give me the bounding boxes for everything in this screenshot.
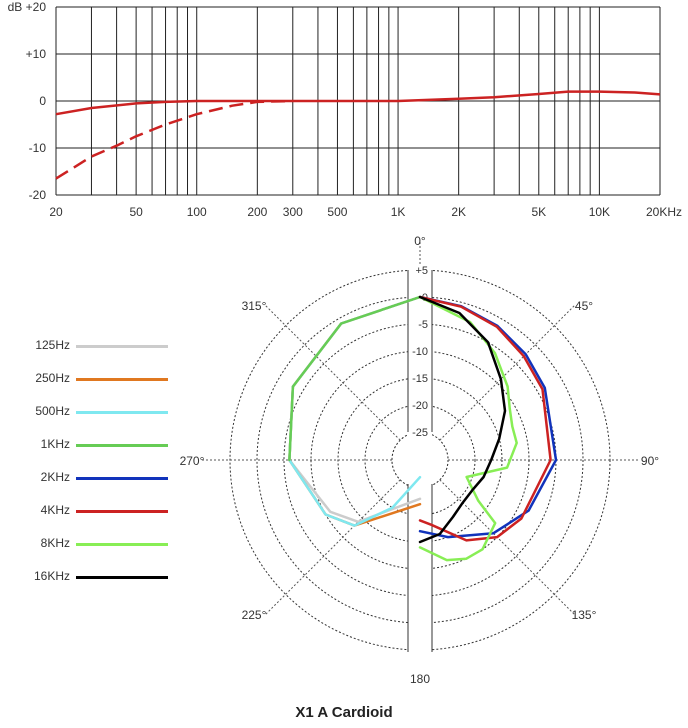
polar-curve-16KHz xyxy=(418,295,507,544)
y-tick-label: +10 xyxy=(26,47,47,61)
lower-scale-strip xyxy=(408,484,432,678)
radial-scale-strip xyxy=(408,266,432,436)
legend-label: 16KHz xyxy=(33,569,70,583)
legend-item: 8KHz xyxy=(0,534,180,554)
polar-ring xyxy=(364,404,476,516)
polar-spoke xyxy=(264,479,401,616)
legend-swatch xyxy=(76,378,168,381)
legend-swatch xyxy=(76,576,168,579)
angle-label: 270° xyxy=(180,454,205,468)
legend-item: 16KHz xyxy=(0,567,180,587)
x-tick-label: 100 xyxy=(187,205,207,219)
radial-tick-label: -10 xyxy=(412,346,428,358)
legend-swatch xyxy=(76,411,168,414)
legend-swatch xyxy=(76,444,168,447)
angle-label: 135° xyxy=(572,608,597,622)
legend-label: 1KHz xyxy=(40,437,70,451)
polar-ring xyxy=(256,296,584,624)
polar-curves xyxy=(288,295,558,562)
angle-label: 315° xyxy=(242,299,267,313)
legend-item: 250Hz xyxy=(0,369,180,389)
legend-item: 2KHz xyxy=(0,468,180,488)
radial-tick-label: -25 xyxy=(412,427,428,439)
response-line-dashed xyxy=(55,99,293,180)
legend-label: 2KHz xyxy=(40,470,70,484)
polar-spoke xyxy=(439,304,576,441)
x-tick-label: 5K xyxy=(531,205,546,219)
legend-label: 8KHz xyxy=(40,536,70,550)
chart-title: X1 A Cardioid xyxy=(295,704,393,721)
response-line-solid xyxy=(55,90,661,116)
radial-tick-label: -5 xyxy=(418,319,428,331)
x-tick-label: 300 xyxy=(283,205,303,219)
polar-spoke xyxy=(264,304,401,441)
y-tick-label: 0 xyxy=(39,94,46,108)
polar-spoke xyxy=(439,479,576,616)
x-tick-label: 500 xyxy=(327,205,347,219)
angle-label: 0° xyxy=(414,234,426,248)
radial-tick-label: +5 xyxy=(415,265,428,277)
legend-label: 4KHz xyxy=(40,503,70,517)
legend-swatch xyxy=(76,345,168,348)
radial-tick-label: -15 xyxy=(412,373,428,385)
x-tick-label: 20 xyxy=(49,205,63,219)
legend-item: 4KHz xyxy=(0,501,180,521)
legend-label: 250Hz xyxy=(35,371,70,385)
x-tick-label: 200 xyxy=(247,205,267,219)
y-tick-label: -10 xyxy=(29,141,47,155)
y-tick-label: dB +20 xyxy=(8,0,47,14)
x-tick-label: 10K xyxy=(589,205,610,219)
polar-curve-8KHz xyxy=(418,295,518,562)
legend-item: 500Hz xyxy=(0,402,180,422)
polar-curve-500Hz xyxy=(288,295,422,527)
legend-item: 125Hz xyxy=(0,336,180,356)
x-tick-label: 20KHz xyxy=(646,205,682,219)
angle-label: 180 xyxy=(410,672,430,686)
y-tick-label: -20 xyxy=(29,188,47,202)
polar-pattern-chart: +50-5-10-15-20-250°45°90°135°180225°270°… xyxy=(180,234,660,686)
legend-item: 1KHz xyxy=(0,435,180,455)
angle-label: 90° xyxy=(641,454,659,468)
angle-label: 45° xyxy=(575,299,593,313)
legend-swatch xyxy=(76,543,168,546)
angle-label: 225° xyxy=(242,608,267,622)
x-tick-label: 1K xyxy=(391,205,406,219)
polar-inner-ring xyxy=(391,431,449,489)
x-tick-label: 50 xyxy=(129,205,143,219)
legend-swatch xyxy=(76,510,168,513)
polar-curve-2KHz xyxy=(418,295,558,539)
polar-curve-4KHz xyxy=(418,295,552,542)
radial-tick-label: -20 xyxy=(412,400,428,412)
legend-swatch xyxy=(76,477,168,480)
legend-label: 125Hz xyxy=(35,338,70,352)
legend-label: 500Hz xyxy=(35,404,70,418)
polar-curve-1KHz xyxy=(288,295,422,462)
x-tick-label: 2K xyxy=(451,205,466,219)
